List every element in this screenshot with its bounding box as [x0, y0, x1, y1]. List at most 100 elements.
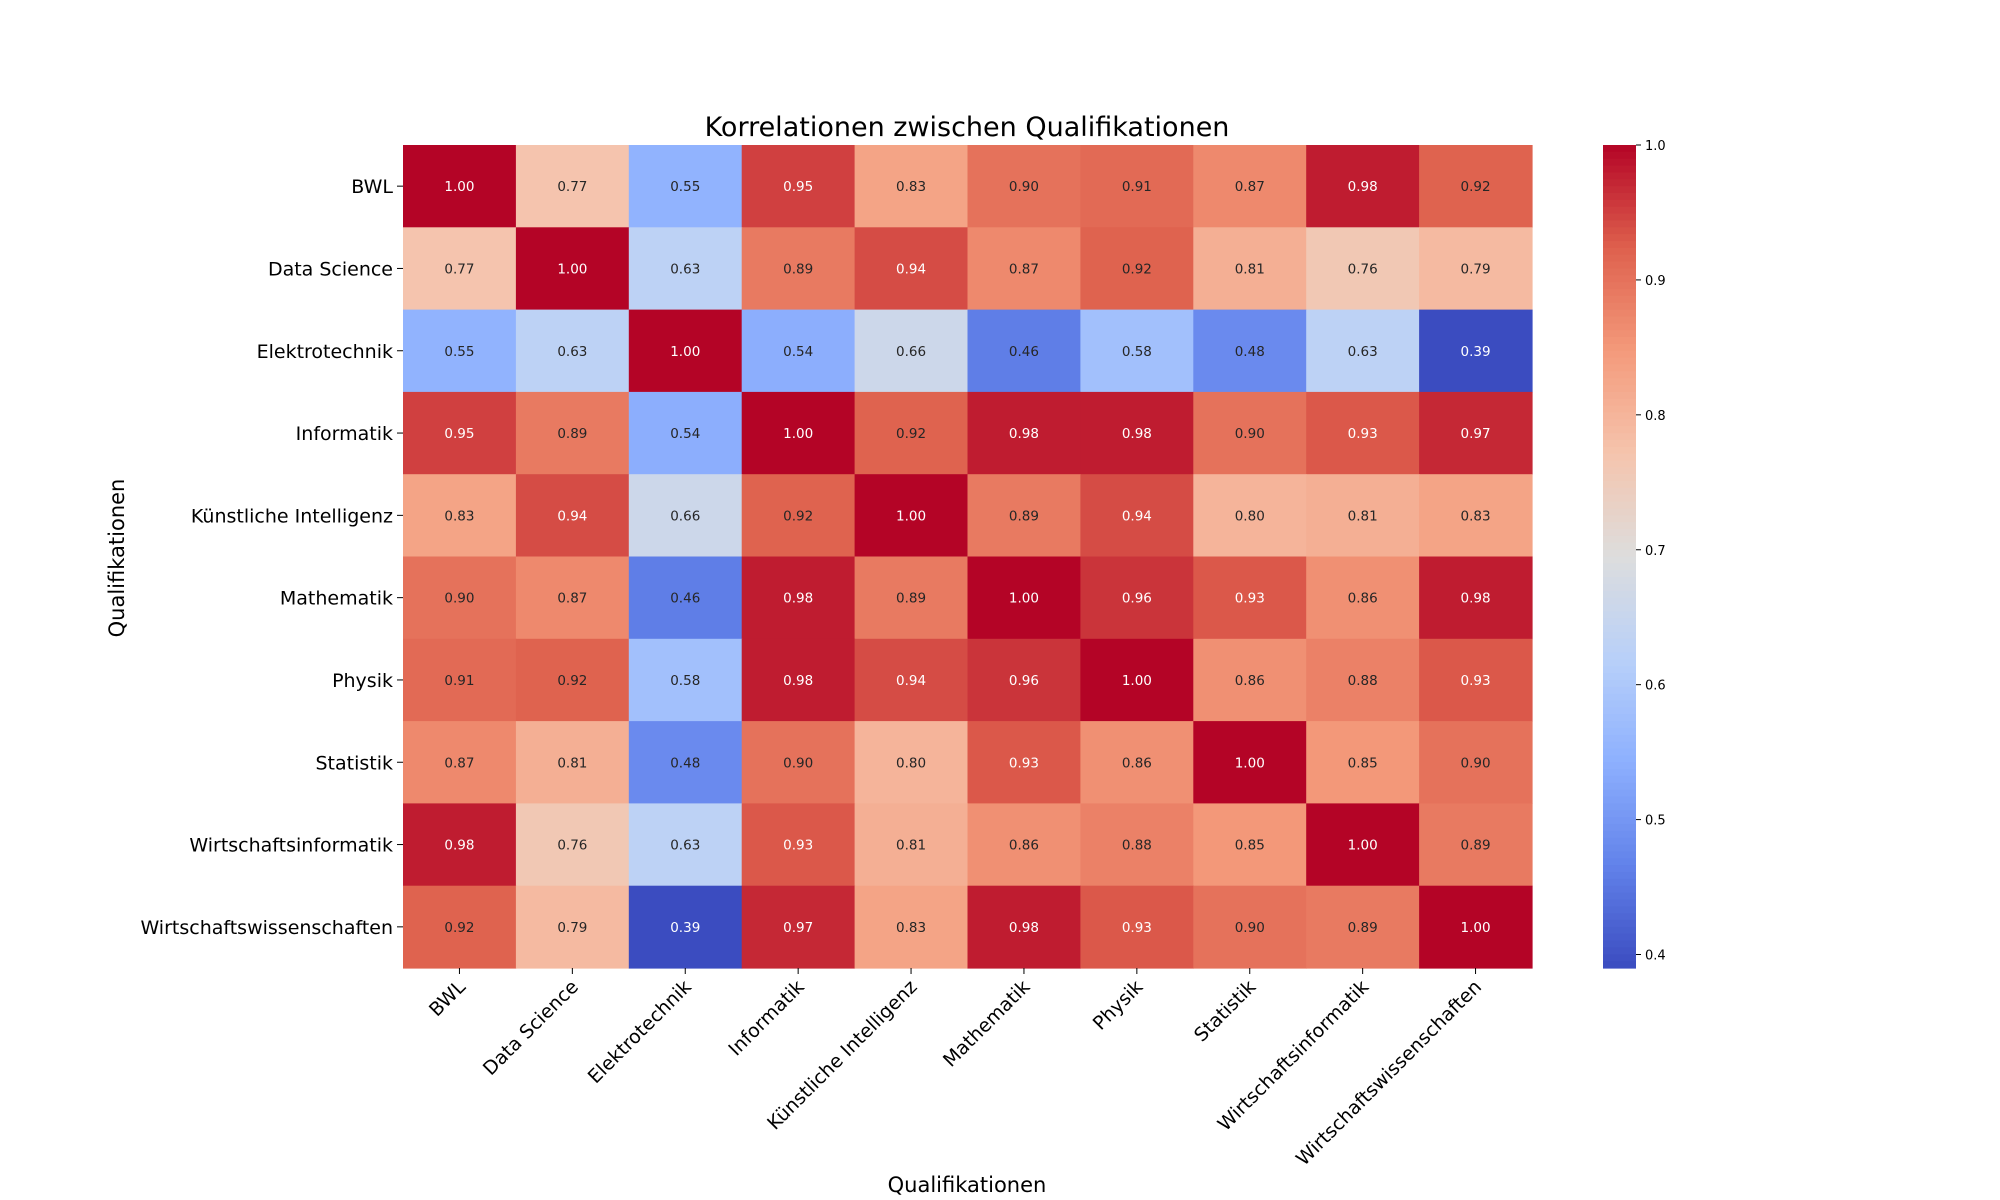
colorbar-segment [1603, 961, 1636, 969]
colorbar-segment [1603, 357, 1636, 366]
cell-value-label: 0.86 [1009, 838, 1039, 854]
heatmap-cell [403, 556, 517, 640]
cell-value-label: 0.96 [1009, 673, 1039, 689]
colorbar-segment [1603, 343, 1636, 352]
heatmap-cell [741, 145, 856, 228]
cell-value-label: 0.39 [1461, 344, 1491, 360]
colorbar-segment [1603, 542, 1636, 551]
colorbar-segment [1603, 172, 1636, 180]
colorbar-segment [1603, 604, 1636, 612]
heatmap-cell [1419, 474, 1533, 558]
heatmap-cell [854, 227, 969, 311]
colorbar-segment [1603, 577, 1636, 585]
colorbar-segment [1603, 385, 1636, 393]
heatmap-cell [1419, 885, 1533, 969]
cell-value-label: 1.00 [1122, 673, 1152, 689]
cell-value-label: 0.81 [557, 755, 587, 771]
cell-value-label: 0.98 [783, 673, 813, 689]
colorbar-segment [1603, 796, 1636, 804]
cell-value-label: 0.96 [1122, 591, 1152, 607]
colorbar-segment [1603, 645, 1636, 654]
cell-value-label: 0.87 [444, 755, 474, 771]
cell-value-label: 0.77 [557, 179, 587, 195]
y-axis-label: Qualifikationen [105, 479, 129, 638]
heatmap-cell [403, 721, 517, 804]
cell-value-label: 0.86 [1235, 673, 1265, 689]
cell-value-label: 0.98 [1009, 920, 1039, 936]
y-tick-label: Wirtschaftsinformatik [189, 835, 393, 857]
colorbar-segment [1603, 597, 1636, 606]
colorbar-segment [1603, 549, 1636, 558]
heatmap-cell [1306, 391, 1420, 475]
colorbar-segment [1603, 899, 1636, 907]
cell-value-label: 0.58 [1122, 344, 1152, 360]
colorbar-segment [1603, 213, 1636, 222]
colorbar-segment [1603, 405, 1636, 414]
cell-value-label: 0.95 [783, 179, 813, 195]
colorbar-segment [1603, 947, 1636, 955]
colorbar-segment [1603, 769, 1636, 777]
cell-value-label: 0.79 [1461, 261, 1491, 277]
colorbar-segment [1603, 508, 1636, 516]
heatmap-cell-labels: 1.00 0.77 0.55 0.95 0.83 0.90 0.91 0.87 0.98 0.92… [444, 179, 1490, 936]
chart-title: Korrelationen zwischen Qualifikationen [705, 112, 1230, 143]
cell-value-label: 0.93 [783, 838, 813, 854]
cell-value-label: 0.94 [896, 261, 926, 277]
colorbar-segment [1603, 734, 1636, 743]
colorbar-segment [1603, 378, 1636, 386]
heatmap-cell [628, 309, 743, 393]
colorbar-segment [1603, 515, 1636, 523]
heatmap-cell [1419, 638, 1533, 722]
heatmap-cell [967, 885, 1081, 969]
colorbar-segment [1603, 638, 1636, 647]
x-tick-label: Elektrotechnik [584, 976, 696, 1088]
heatmap-cell [1193, 145, 1307, 228]
heatmap-cell [1419, 721, 1533, 804]
cell-value-label: 0.83 [1461, 508, 1491, 524]
cell-value-label: 0.98 [1009, 426, 1039, 442]
heatmap-cell [967, 556, 1081, 640]
colorbar-segment [1603, 810, 1636, 818]
cell-value-label: 0.46 [1009, 344, 1039, 360]
colorbar-segment [1603, 426, 1636, 434]
heatmap-cell [967, 391, 1081, 475]
cell-value-label: 0.63 [670, 838, 700, 854]
cell-value-label: 0.86 [1348, 591, 1378, 607]
colorbar-segment [1603, 700, 1636, 708]
heatmap-cell [628, 803, 743, 887]
heatmap-cell [1193, 391, 1307, 475]
colorbar-segment [1603, 460, 1636, 468]
heatmap-cell [515, 227, 630, 311]
cell-value-label: 0.63 [670, 261, 700, 277]
x-tick-label: Statistik [1190, 976, 1260, 1046]
colorbar-segment [1603, 302, 1636, 311]
cell-value-label: 0.89 [1461, 838, 1491, 854]
heatmap-cell [403, 145, 517, 228]
y-tick-label: Statistik [315, 752, 393, 774]
cell-value-label: 0.79 [557, 920, 587, 936]
colorbar-segment [1603, 391, 1636, 400]
cell-value-label: 0.97 [1461, 426, 1491, 442]
cell-value-label: 0.90 [1461, 755, 1491, 771]
cell-value-label: 0.92 [1461, 179, 1491, 195]
heatmap-cell [741, 803, 856, 887]
x-tick-label: Wirtschaftswissenschaften [1292, 976, 1486, 1170]
colorbar-segment [1603, 316, 1636, 324]
heatmap-cell [1306, 309, 1420, 393]
cell-value-label: 1.00 [1235, 755, 1265, 771]
cell-value-label: 0.81 [1348, 508, 1378, 524]
colorbar-segment [1603, 398, 1636, 407]
cell-value-label: 0.92 [557, 673, 587, 689]
heatmap-cell [515, 391, 630, 475]
cell-value-label: 0.98 [1122, 426, 1152, 442]
heatmap-cell [1080, 638, 1194, 722]
colorbar-segment [1603, 487, 1636, 496]
y-tick-label: Mathematik [280, 588, 393, 610]
cell-value-label: 0.63 [557, 344, 587, 360]
colorbar-segment [1603, 837, 1636, 846]
colorbar-segment [1603, 817, 1636, 825]
cell-value-label: 1.00 [557, 261, 587, 277]
y-tick-label: BWL [351, 176, 393, 198]
cell-value-label: 0.90 [1235, 426, 1265, 442]
heatmap-cell [967, 721, 1081, 804]
